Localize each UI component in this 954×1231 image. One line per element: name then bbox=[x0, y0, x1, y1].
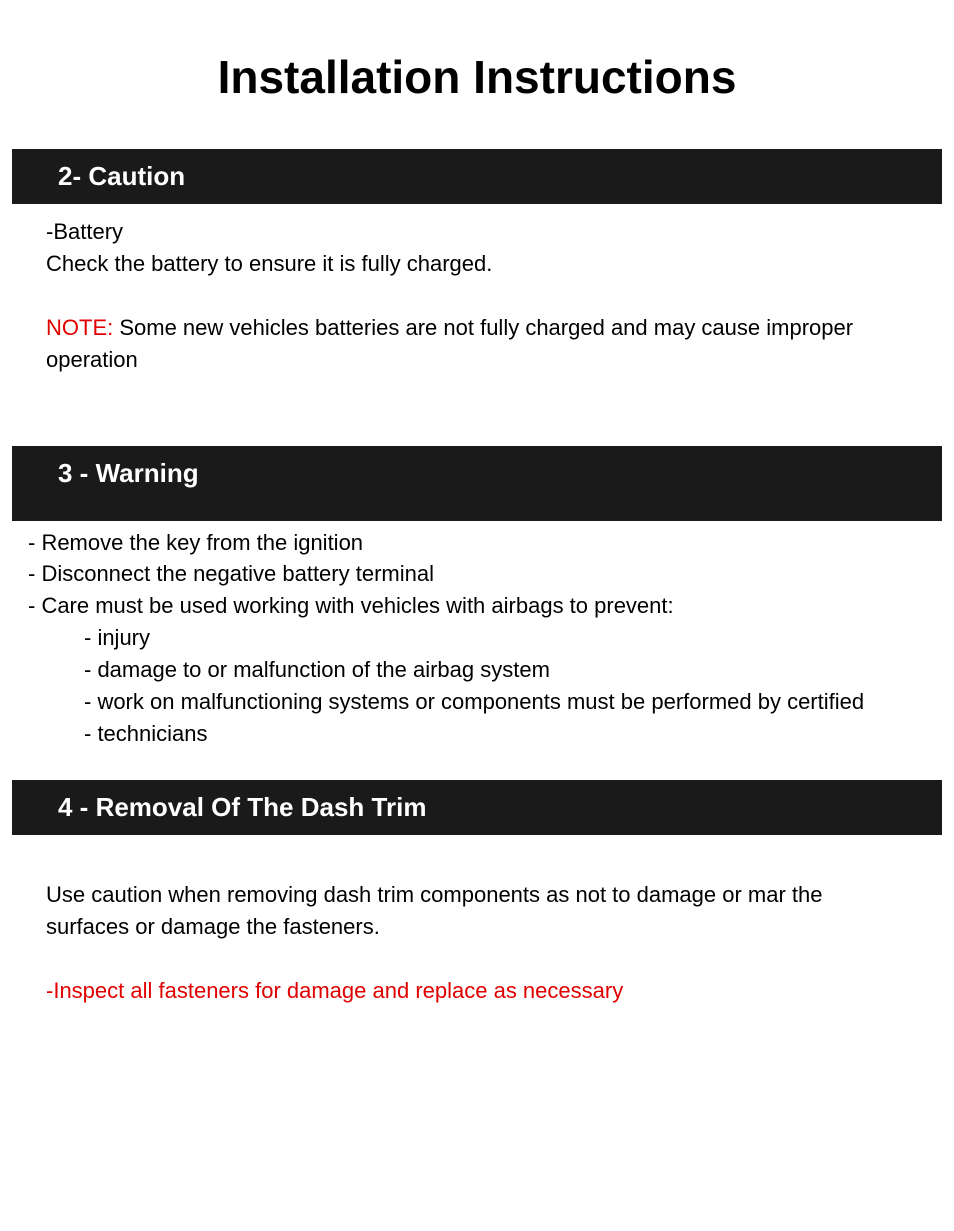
battery-text: Check the battery to ensure it is fully … bbox=[46, 248, 908, 280]
page-title: Installation Instructions bbox=[0, 0, 954, 149]
warning-subitem-4: - technicians bbox=[28, 718, 934, 750]
removal-red-line: -Inspect all fasteners for damage and re… bbox=[46, 975, 908, 1007]
warning-subitem-3: - work on malfunctioning systems or comp… bbox=[28, 686, 934, 718]
section-4-header: 4 - Removal Of The Dash Trim bbox=[12, 780, 942, 835]
warning-subitem-1: - injury bbox=[28, 622, 934, 654]
section-3-content: - Remove the key from the ignition - Dis… bbox=[0, 521, 954, 750]
removal-body: Use caution when removing dash trim comp… bbox=[46, 879, 908, 943]
warning-item-2: - Disconnect the negative battery termin… bbox=[28, 558, 934, 590]
warning-item-3: - Care must be used working with vehicle… bbox=[28, 590, 934, 622]
section-3-header: 3 - Warning bbox=[12, 446, 942, 521]
section-4-content: Use caution when removing dash trim comp… bbox=[0, 835, 954, 1007]
note-text: Some new vehicles batteries are not full… bbox=[46, 315, 853, 372]
note-label: NOTE: bbox=[46, 315, 119, 340]
section-2-content: -Battery Check the battery to ensure it … bbox=[0, 204, 954, 376]
warning-subitem-2: - damage to or malfunction of the airbag… bbox=[28, 654, 934, 686]
warning-item-1: - Remove the key from the ignition bbox=[28, 527, 934, 559]
battery-label: -Battery bbox=[46, 216, 908, 248]
note-line: NOTE: Some new vehicles batteries are no… bbox=[46, 312, 908, 376]
section-2-header: 2- Caution bbox=[12, 149, 942, 204]
